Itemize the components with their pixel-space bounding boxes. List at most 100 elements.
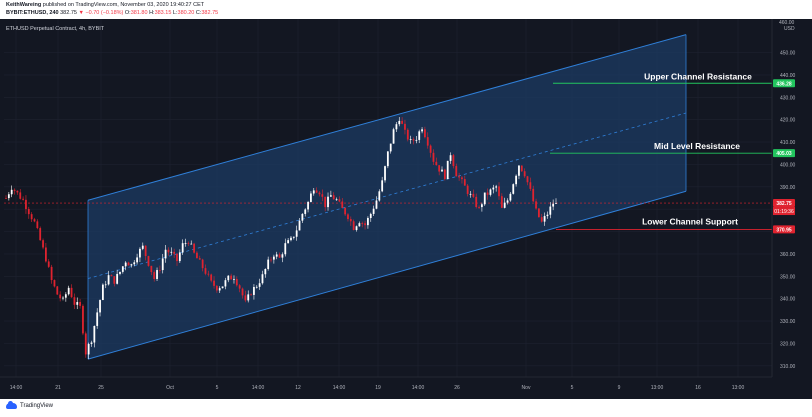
price-tick-label: 330.00: [780, 319, 796, 325]
candle-body: [486, 192, 489, 195]
candle-body: [552, 203, 555, 207]
candle-body: [136, 257, 138, 263]
time-tick-label: 5: [571, 385, 574, 391]
candle-body: [503, 202, 506, 208]
candle-body: [198, 258, 201, 260]
candle-body: [307, 201, 309, 210]
time-tick-label: 25: [98, 385, 104, 391]
candle-body: [318, 192, 321, 195]
candle-body: [64, 294, 67, 298]
candle-body: [535, 201, 537, 209]
price-chart[interactable]: Upper Channel Resistance Mid Level Resist…: [0, 19, 812, 399]
candle-body: [87, 343, 90, 355]
candle-body: [526, 176, 529, 183]
candle-body: [461, 177, 463, 180]
open-value: 381.80: [130, 10, 148, 16]
candle-body: [275, 254, 278, 257]
candle-body: [215, 285, 218, 291]
candle-body: [253, 287, 255, 295]
candle-body: [221, 286, 224, 289]
author-name[interactable]: KeithWareing: [6, 2, 42, 8]
candle-body: [139, 248, 141, 258]
candle-body: [492, 187, 495, 190]
candle-body: [446, 160, 449, 180]
candle-body: [76, 302, 79, 305]
candle-body: [441, 169, 443, 172]
candle-body: [549, 206, 552, 215]
candle-body: [13, 189, 16, 191]
time-tick-label: 5: [216, 385, 219, 391]
candle-body: [421, 129, 423, 132]
candle-body: [384, 166, 386, 181]
candle-body: [170, 251, 173, 253]
candle-body: [53, 280, 56, 287]
time-tick-label: 19: [375, 385, 381, 391]
candle-body: [466, 185, 469, 194]
upper-resistance-label: Upper Channel Resistance: [644, 71, 752, 81]
published-text: published on TradingView.com, November 0…: [42, 2, 205, 8]
candle-body: [364, 223, 366, 226]
candle-body: [290, 237, 292, 241]
candle-body: [475, 196, 478, 208]
candle-body: [418, 131, 421, 140]
time-tick-label: 14:00: [10, 385, 23, 391]
low-label: L:: [172, 10, 178, 16]
candle-body: [167, 249, 170, 253]
time-tick-label: 12: [295, 385, 301, 391]
candle-body: [16, 190, 19, 193]
candle-body: [523, 171, 526, 177]
candle-body: [82, 305, 84, 334]
price-change: ▼ −0.70 (−0.18%): [78, 10, 124, 16]
candle-body: [538, 208, 540, 218]
candle-body: [133, 262, 136, 265]
candle-body: [90, 342, 93, 344]
candle-body: [432, 152, 435, 162]
candle-body: [119, 271, 121, 274]
candle-body: [375, 200, 378, 209]
channel-upper-line: [87, 34, 687, 201]
candle-body: [233, 278, 235, 280]
time-tick-label: 21: [55, 385, 61, 391]
candle-body: [512, 184, 515, 194]
channel-lower-line: [87, 190, 687, 360]
price-tick-label: 390.00: [780, 185, 796, 191]
candle-body: [292, 236, 295, 238]
candle-body: [389, 143, 392, 152]
candle-body: [147, 256, 150, 266]
candle-body: [247, 294, 250, 301]
candle-body: [438, 165, 441, 172]
cloud-icon: [6, 401, 17, 409]
candle-body: [335, 199, 338, 201]
tradingview-logo[interactable]: TradingView: [6, 401, 53, 409]
candle-body: [321, 194, 324, 197]
candle-body: [355, 226, 358, 231]
price-axis-top-label: 460.00: [779, 20, 795, 26]
time-tick-label: 13:00: [732, 385, 745, 391]
candle-body: [338, 199, 341, 202]
candle-body: [73, 297, 76, 305]
candle-body: [469, 193, 472, 195]
open-label: O:: [124, 10, 131, 16]
publish-info: KeithWareing published on TradingView.co…: [6, 2, 204, 8]
mid-resistance-badge-bg: [773, 149, 795, 158]
candle-body: [50, 266, 53, 281]
countdown-badge: 01:19:36: [774, 209, 794, 215]
candle-body: [42, 240, 44, 248]
candle-body: [532, 188, 535, 202]
candle-body: [540, 217, 543, 222]
candle-body: [207, 273, 210, 275]
candle-body: [352, 221, 355, 231]
candles: [5, 117, 557, 360]
candle-body: [478, 207, 480, 208]
price-tick-label: 410.00: [780, 140, 796, 146]
candle-body: [62, 297, 64, 299]
chart-area[interactable]: Upper Channel Resistance Mid Level Resist…: [0, 19, 812, 399]
candle-body: [93, 325, 96, 343]
price-tick-label: 440.00: [780, 73, 796, 79]
candle-body: [244, 295, 247, 301]
time-tick-label: 9: [618, 385, 621, 391]
candle-body: [181, 243, 184, 253]
candle-body: [435, 161, 438, 166]
candle-body: [255, 286, 258, 288]
price-tick-label: 360.00: [780, 252, 796, 258]
